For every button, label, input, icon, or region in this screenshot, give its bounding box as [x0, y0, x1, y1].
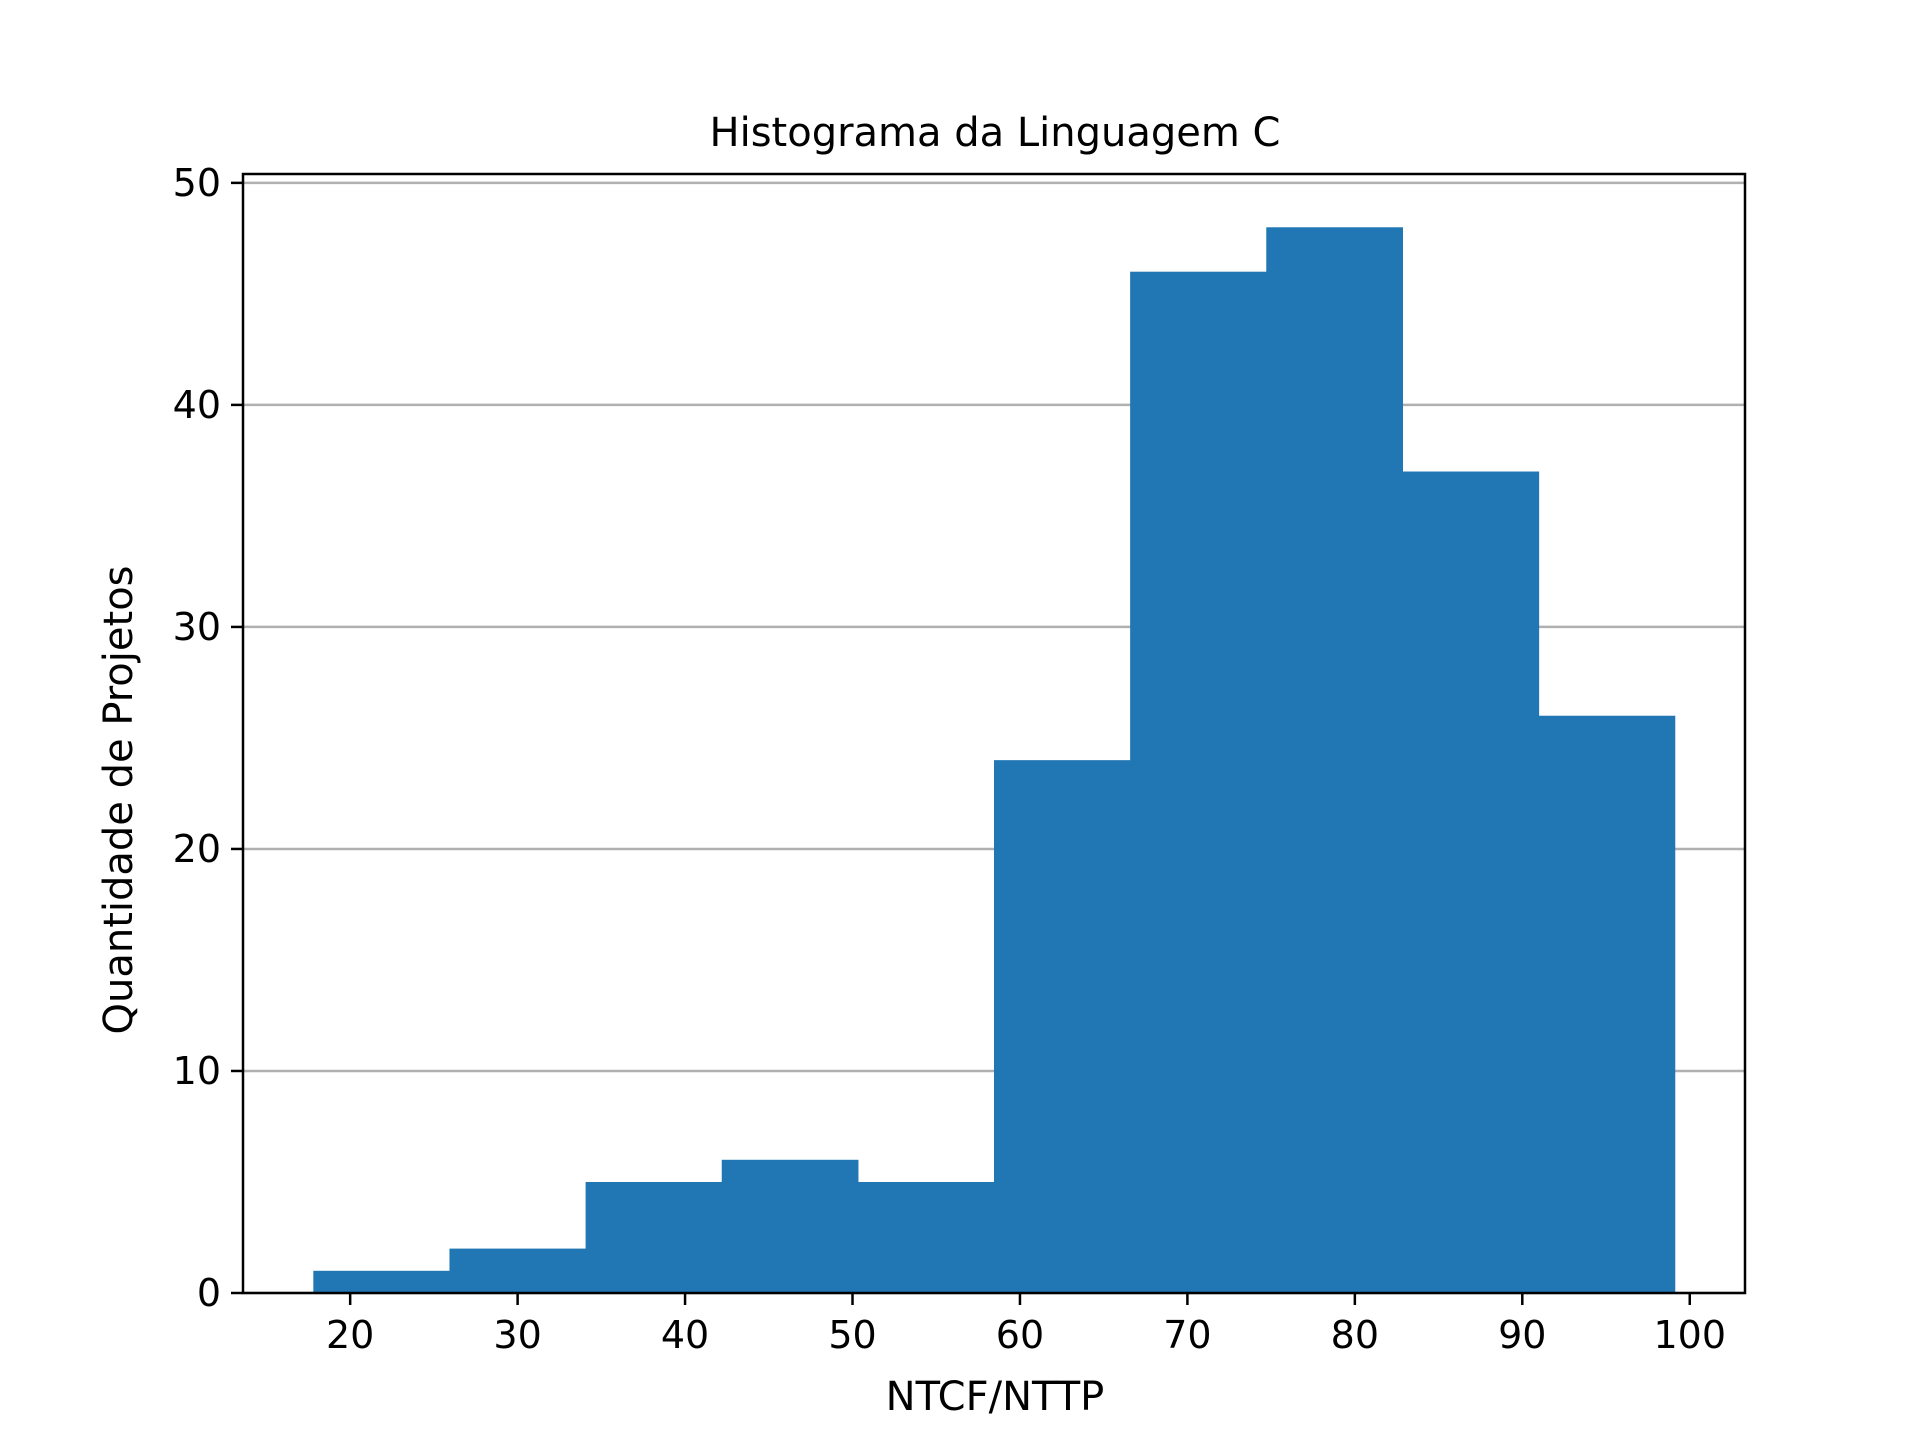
histogram-bar [313, 1270, 451, 1293]
y-axis-ticks: 0 10 20 30 40 50 [173, 161, 243, 1315]
histogram-bar [994, 760, 1131, 1293]
histogram-bar [1402, 471, 1540, 1293]
chart-title: Histograma da Linguagem C [710, 110, 1281, 156]
x-tick-label: 60 [996, 1313, 1044, 1357]
histogram-bar [449, 1248, 587, 1293]
histogram-bar [1266, 227, 1404, 1293]
x-tick-label: 20 [326, 1313, 374, 1357]
y-axis-label: Quantidade de Projetos [96, 565, 142, 1034]
y-tick-label: 40 [173, 383, 221, 427]
y-tick-label: 20 [173, 827, 221, 871]
x-tick-label: 90 [1498, 1313, 1546, 1357]
histogram-bar [1130, 271, 1267, 1293]
x-tick-label: 100 [1653, 1313, 1726, 1357]
histogram-bar [585, 1181, 723, 1293]
histogram-bar [721, 1159, 859, 1293]
x-axis-label: NTCF/NTTP [886, 1374, 1105, 1420]
y-tick-label: 30 [173, 605, 221, 649]
x-tick-label: 70 [1163, 1313, 1211, 1357]
histogram-bars [313, 227, 1676, 1293]
histogram-bar [857, 1181, 995, 1293]
histogram-bar [1538, 715, 1676, 1293]
x-axis-ticks: 20 30 40 50 60 70 80 90 100 [326, 1293, 1726, 1357]
x-tick-label: 80 [1331, 1313, 1379, 1357]
plot-frame [241, 172, 1747, 1295]
x-tick-label: 50 [828, 1313, 876, 1357]
y-tick-label: 10 [173, 1049, 221, 1093]
y-tick-label: 50 [173, 161, 221, 205]
x-tick-label: 30 [493, 1313, 541, 1357]
x-tick-label: 40 [661, 1313, 709, 1357]
y-tick-label: 0 [197, 1271, 221, 1315]
